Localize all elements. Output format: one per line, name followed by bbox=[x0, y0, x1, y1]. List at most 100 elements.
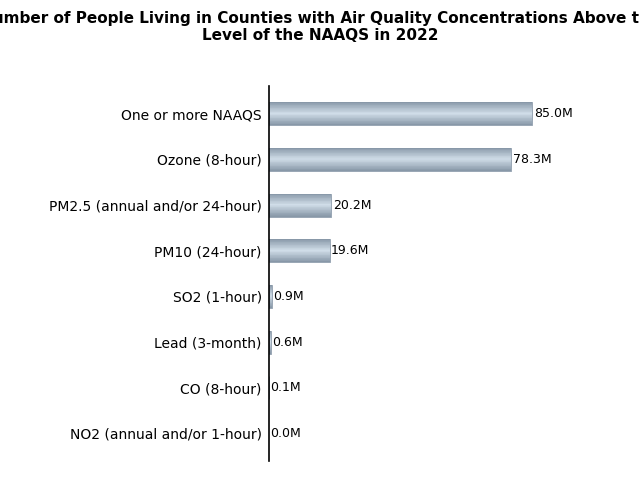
Bar bbox=[269, 167, 511, 168]
Bar bbox=[269, 121, 532, 122]
Bar bbox=[269, 105, 532, 106]
Bar bbox=[269, 349, 271, 350]
Bar bbox=[269, 242, 330, 243]
Bar bbox=[269, 207, 332, 208]
Bar bbox=[269, 302, 271, 303]
Bar bbox=[269, 152, 511, 153]
Bar bbox=[269, 150, 511, 151]
Bar bbox=[269, 292, 271, 293]
Bar bbox=[269, 296, 271, 297]
Bar bbox=[269, 289, 271, 290]
Bar bbox=[269, 345, 271, 346]
Bar bbox=[269, 119, 532, 120]
Bar bbox=[269, 251, 330, 252]
Bar bbox=[269, 118, 532, 119]
Bar bbox=[269, 285, 271, 286]
Bar bbox=[269, 340, 271, 341]
Bar bbox=[269, 113, 532, 114]
Bar bbox=[269, 112, 532, 113]
Text: 0.9M: 0.9M bbox=[273, 290, 303, 303]
Bar bbox=[269, 103, 532, 104]
Bar bbox=[269, 331, 271, 353]
Bar bbox=[269, 258, 330, 259]
Bar bbox=[269, 350, 271, 351]
Bar bbox=[269, 304, 271, 305]
Bar bbox=[269, 201, 332, 202]
Bar bbox=[269, 120, 532, 121]
Bar bbox=[269, 250, 330, 251]
Bar bbox=[269, 123, 532, 124]
Bar bbox=[269, 307, 271, 308]
Bar bbox=[269, 214, 332, 215]
Bar bbox=[269, 295, 271, 296]
Text: 0.6M: 0.6M bbox=[272, 336, 303, 348]
Bar bbox=[269, 163, 511, 164]
Bar bbox=[269, 337, 271, 338]
Bar bbox=[269, 331, 271, 332]
Bar bbox=[269, 148, 511, 149]
Bar bbox=[269, 107, 532, 108]
Bar bbox=[269, 287, 271, 288]
Bar bbox=[269, 156, 511, 157]
Bar bbox=[269, 162, 511, 163]
Bar bbox=[269, 122, 532, 123]
Bar bbox=[269, 300, 271, 301]
Bar bbox=[269, 116, 532, 117]
Bar bbox=[269, 196, 332, 197]
Bar bbox=[269, 341, 271, 342]
Bar bbox=[269, 166, 511, 167]
Bar bbox=[269, 339, 271, 340]
Bar bbox=[269, 149, 511, 150]
Bar bbox=[269, 159, 511, 160]
Bar bbox=[269, 202, 332, 203]
Bar bbox=[269, 115, 532, 116]
Bar bbox=[269, 208, 332, 209]
Bar bbox=[269, 352, 271, 353]
Bar bbox=[269, 286, 271, 287]
Bar bbox=[269, 298, 271, 299]
Bar bbox=[269, 198, 332, 199]
Bar bbox=[269, 199, 332, 200]
Bar bbox=[269, 285, 271, 308]
Bar bbox=[269, 205, 332, 206]
Bar bbox=[269, 108, 532, 109]
Bar bbox=[269, 348, 271, 349]
Bar bbox=[269, 259, 330, 260]
Bar bbox=[269, 335, 271, 336]
Bar bbox=[269, 200, 332, 201]
Bar bbox=[269, 351, 271, 352]
Bar bbox=[269, 102, 532, 103]
Text: 0.1M: 0.1M bbox=[270, 381, 301, 394]
Bar bbox=[269, 347, 271, 348]
Bar bbox=[269, 306, 271, 307]
Bar bbox=[269, 342, 271, 343]
Bar bbox=[269, 290, 271, 291]
Text: 78.3M: 78.3M bbox=[513, 153, 552, 166]
Bar bbox=[269, 160, 511, 161]
Bar bbox=[269, 124, 532, 125]
Bar bbox=[269, 301, 271, 302]
Text: 19.6M: 19.6M bbox=[331, 244, 369, 257]
Bar bbox=[269, 247, 330, 248]
Bar bbox=[269, 195, 332, 196]
Bar bbox=[269, 291, 271, 292]
Bar bbox=[269, 148, 511, 171]
Bar bbox=[269, 346, 271, 347]
Bar bbox=[269, 168, 511, 169]
Bar bbox=[269, 244, 330, 245]
Bar bbox=[269, 155, 511, 156]
Bar bbox=[269, 110, 532, 111]
Bar bbox=[269, 151, 511, 152]
Bar bbox=[269, 194, 332, 216]
Bar bbox=[269, 158, 511, 159]
Bar bbox=[269, 194, 332, 195]
Bar bbox=[269, 104, 532, 105]
Bar bbox=[269, 257, 330, 258]
Bar bbox=[269, 288, 271, 289]
Bar bbox=[269, 253, 330, 254]
Bar bbox=[269, 215, 332, 216]
Bar bbox=[269, 213, 332, 214]
Bar bbox=[269, 254, 330, 255]
Bar bbox=[269, 206, 332, 207]
Bar bbox=[269, 243, 330, 244]
